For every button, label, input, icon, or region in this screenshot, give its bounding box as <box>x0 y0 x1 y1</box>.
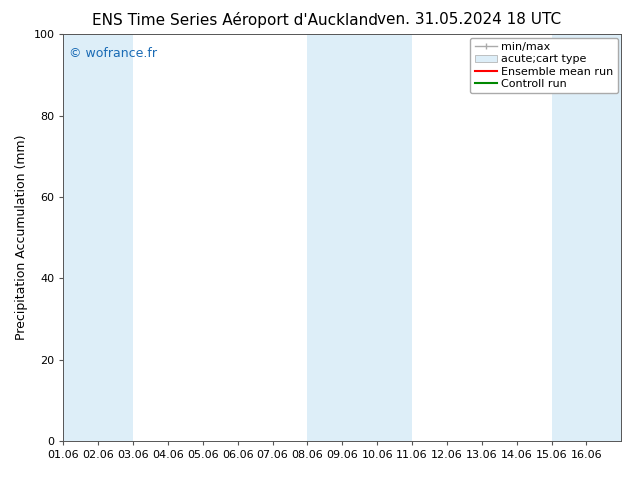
Bar <box>307 34 412 441</box>
Text: ven. 31.05.2024 18 UTC: ven. 31.05.2024 18 UTC <box>377 12 561 27</box>
Text: © wofrance.fr: © wofrance.fr <box>69 47 157 59</box>
Legend: min/max, acute;cart type, Ensemble mean run, Controll run: min/max, acute;cart type, Ensemble mean … <box>470 38 618 93</box>
Text: ENS Time Series Aéroport d'Auckland: ENS Time Series Aéroport d'Auckland <box>91 12 378 28</box>
Y-axis label: Precipitation Accumulation (mm): Precipitation Accumulation (mm) <box>15 135 28 341</box>
Bar <box>63 34 133 441</box>
Bar <box>552 34 621 441</box>
